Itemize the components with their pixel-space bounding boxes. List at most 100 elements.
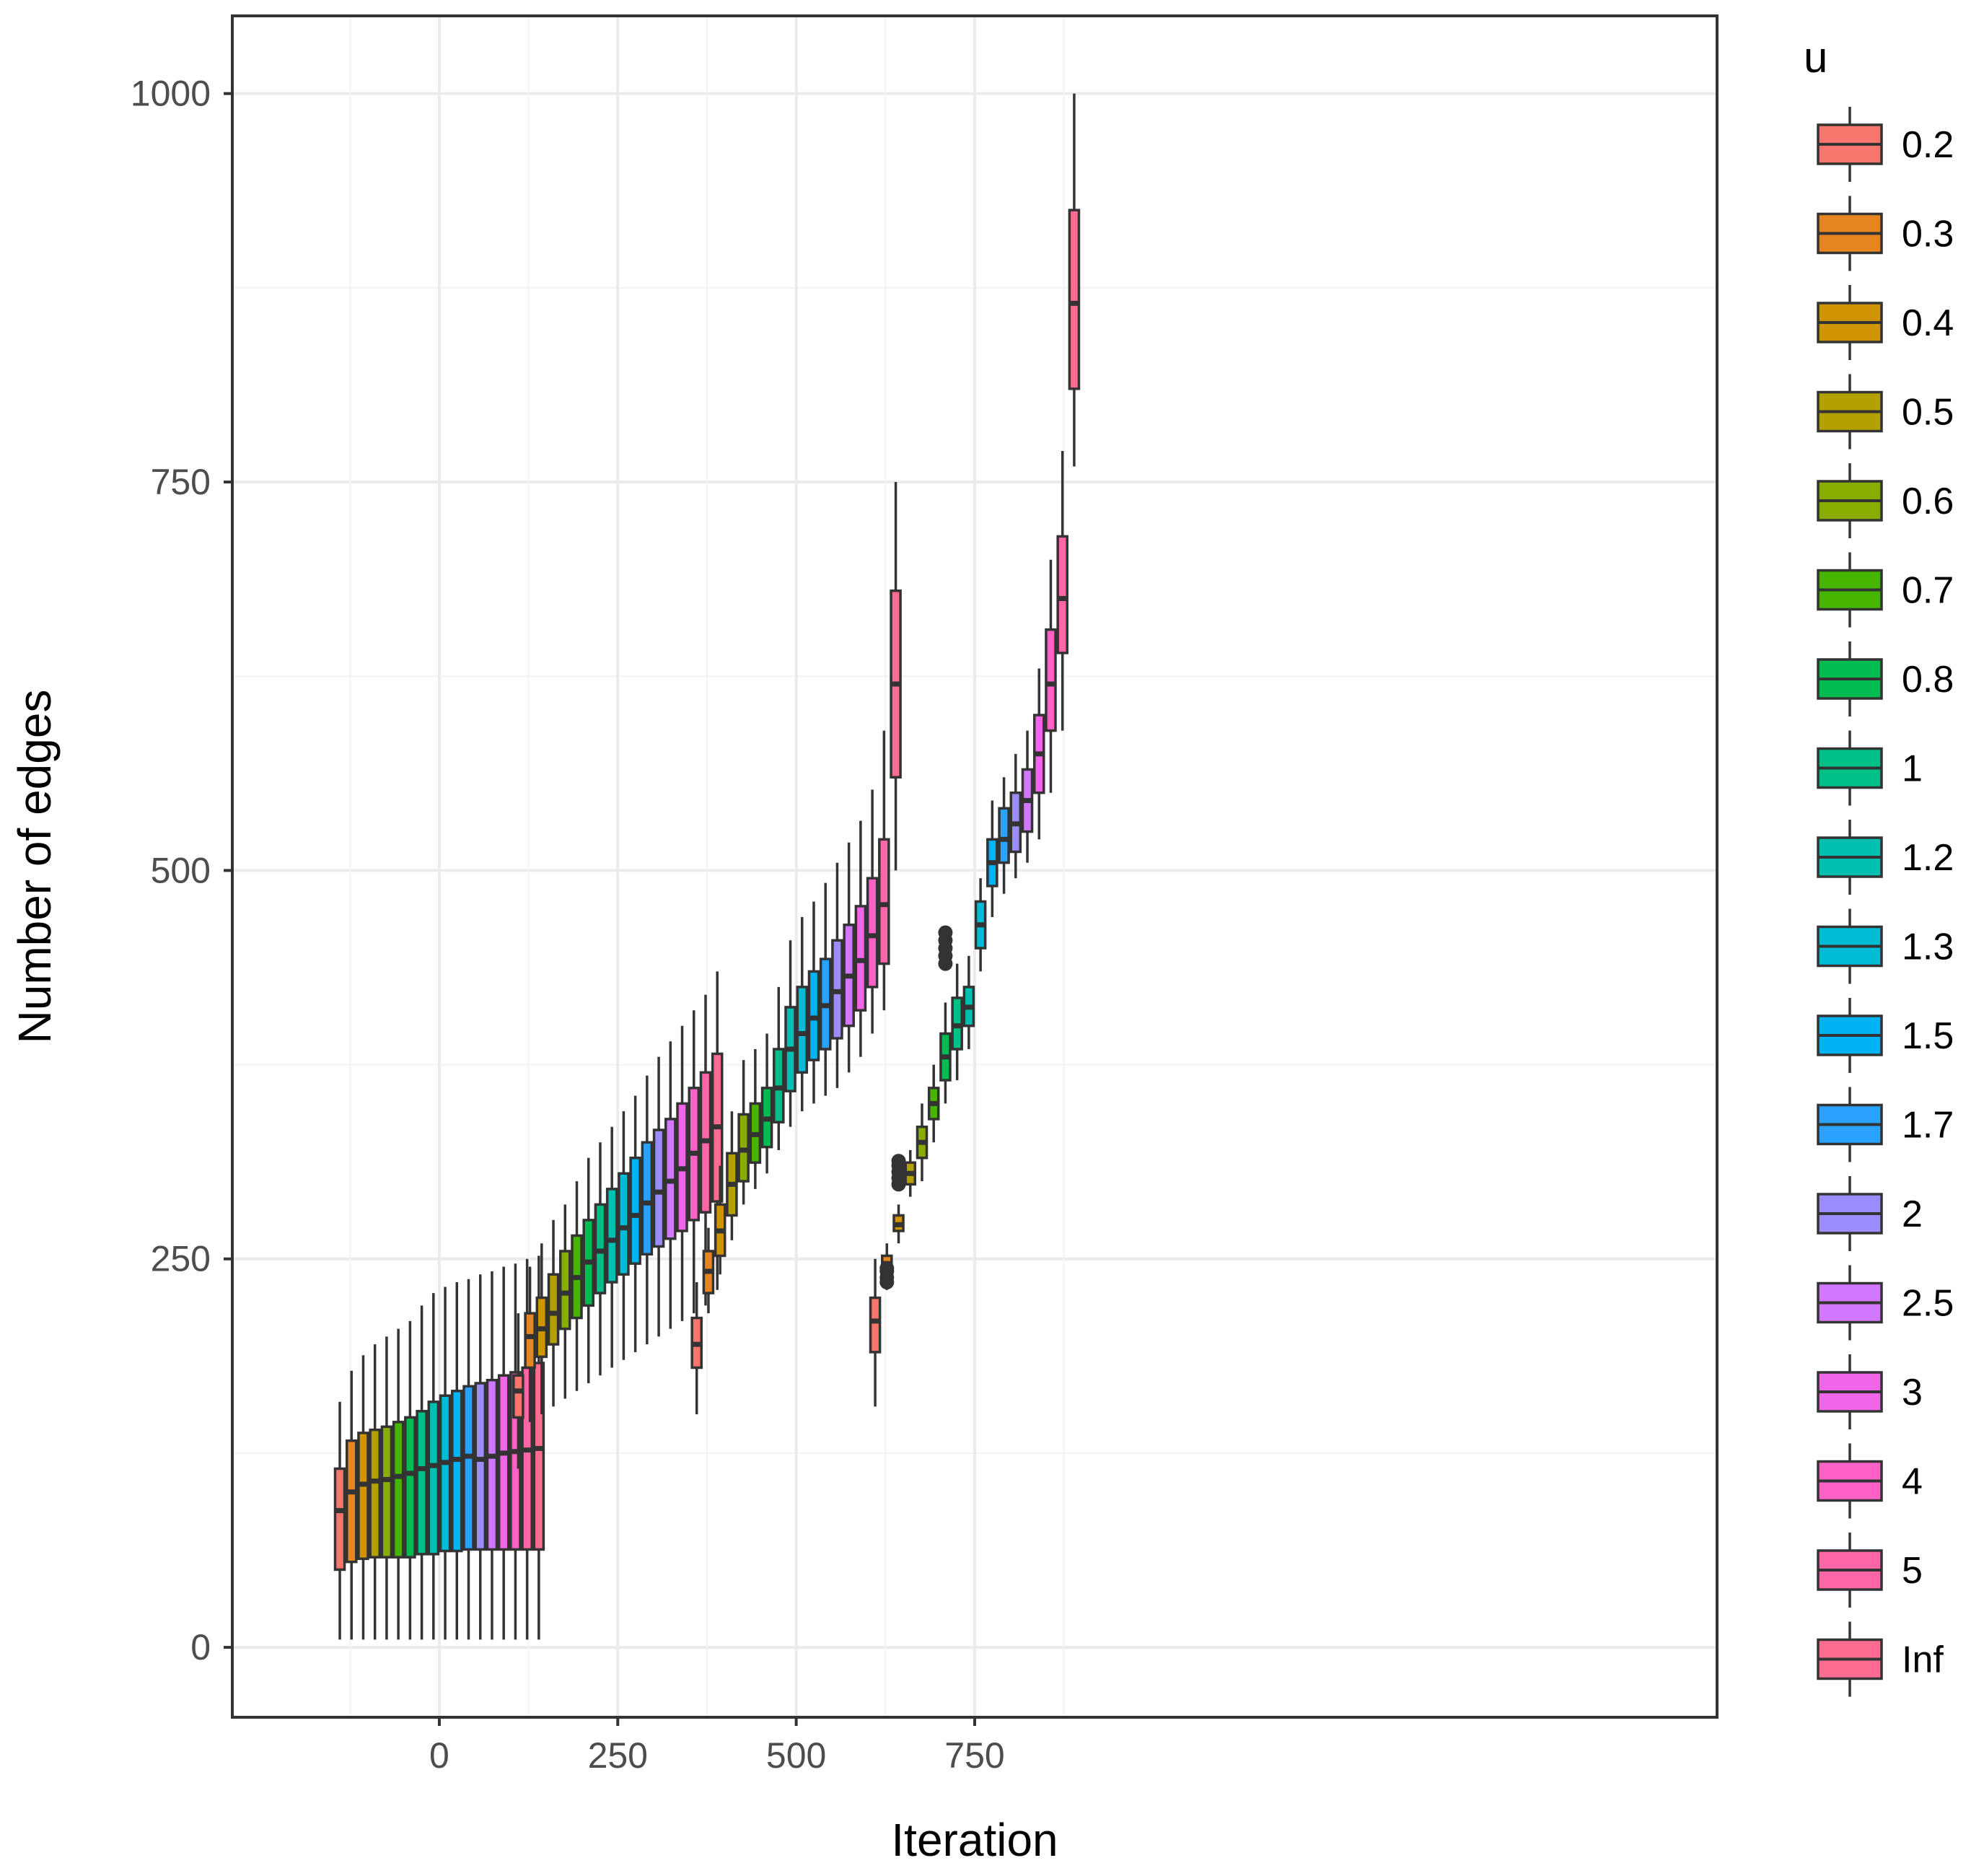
box-750-u-1.7 <box>998 777 1010 894</box>
box-body <box>474 1382 487 1551</box>
box-0-u-1.3 <box>439 1287 452 1640</box>
box-body <box>796 986 809 1074</box>
box-250-u-1.5 <box>629 1095 641 1352</box>
legend-label: 0.5 <box>1902 392 1954 434</box>
box-750-u-2.5 <box>1021 730 1034 863</box>
box-0-u-0.5 <box>369 1344 381 1640</box>
box-body <box>547 1273 560 1346</box>
box-250-u-0.5 <box>547 1219 560 1407</box>
box-body <box>357 1432 369 1561</box>
box-500-u-0.6 <box>737 1060 750 1205</box>
legend-item-5: 5 <box>1817 1533 1923 1608</box>
box-750-u-1.3 <box>974 878 987 972</box>
box-250-u-1 <box>594 1142 607 1376</box>
box-750-u-Inf <box>1068 93 1081 467</box>
box-750-u-1.2 <box>962 955 975 1050</box>
box-0-u-3 <box>497 1266 510 1640</box>
box-0-u-1.5 <box>450 1282 463 1640</box>
box-0-u-2.5 <box>486 1271 499 1640</box>
box-body <box>558 1250 571 1331</box>
legend-label: 1.2 <box>1902 837 1954 879</box>
legend-label: 2 <box>1902 1193 1923 1235</box>
box-500-u-3 <box>854 820 867 1057</box>
box-body <box>392 1421 405 1559</box>
box-750-u-1.5 <box>986 800 998 917</box>
box-body <box>462 1385 475 1551</box>
box-250-u-0.4 <box>535 1243 548 1415</box>
legend-item-2.5: 2.5 <box>1817 1265 1954 1341</box>
box-body <box>427 1401 440 1556</box>
legend-item-0.4: 0.4 <box>1817 285 1954 360</box>
box-250-u-2 <box>652 1056 665 1337</box>
box-0-u-0.6 <box>380 1336 393 1640</box>
legend-item-1.2: 1.2 <box>1817 820 1954 895</box>
legend-item-1: 1 <box>1817 730 1923 806</box>
y-tick-label: 0 <box>190 1627 211 1667</box>
x-tick-label: 750 <box>944 1735 1004 1776</box>
legend-item-1.5: 1.5 <box>1817 998 1954 1073</box>
box-body <box>404 1416 416 1559</box>
box-750-u-0.2 <box>869 1258 882 1407</box>
box-body <box>369 1428 381 1559</box>
x-axis-title: Iteration <box>891 1814 1058 1866</box>
x-axis: 0 250 500 750 <box>429 1717 1005 1776</box>
box-750-u-0.8 <box>939 1002 952 1104</box>
legend-item-4: 4 <box>1817 1443 1923 1519</box>
grid-lines <box>232 16 1717 1717</box>
box-body <box>998 807 1010 864</box>
legend-label: Inf <box>1902 1639 1944 1681</box>
legend-label: 4 <box>1902 1461 1923 1503</box>
box-0-u-1.2 <box>427 1293 440 1640</box>
y-tick-label: 500 <box>151 850 211 890</box>
box-body <box>439 1394 452 1553</box>
legend-item-0.3: 0.3 <box>1817 196 1954 271</box>
box-body <box>497 1374 510 1551</box>
box-body <box>333 1467 346 1572</box>
box-body <box>1068 209 1081 390</box>
box-500-u-1.2 <box>784 940 796 1127</box>
box-750-u-1 <box>951 963 963 1081</box>
box-250-u-0.2 <box>512 1313 524 1469</box>
box-750-u-4 <box>1045 559 1057 793</box>
box-500-u-1 <box>773 986 785 1150</box>
y-tick-label: 1000 <box>131 74 211 114</box>
box-0-u-1 <box>416 1305 428 1640</box>
legend-label: 0.6 <box>1902 481 1954 522</box>
outlier-point <box>938 925 953 940</box>
y-tick-label: 750 <box>151 462 211 502</box>
box-body <box>878 838 890 965</box>
legend-label: 0.3 <box>1902 214 1954 255</box>
legend-item-0.6: 0.6 <box>1817 463 1954 538</box>
y-axis: 0 250 500 750 1000 <box>131 74 232 1667</box>
box-250-u-0.6 <box>558 1204 571 1399</box>
box-body <box>629 1157 641 1265</box>
box-250-u-1.7 <box>641 1075 654 1345</box>
box-body <box>866 877 879 989</box>
legend-item-Inf: Inf <box>1817 1621 1944 1697</box>
box-body <box>605 1188 618 1284</box>
legend-label: 1.3 <box>1902 926 1954 968</box>
legend-label: 0.8 <box>1902 659 1954 701</box>
box-750-u-0.6 <box>916 1103 929 1182</box>
box-250-u-0.7 <box>571 1181 583 1391</box>
x-tick-label: 500 <box>766 1735 826 1776</box>
box-500-u-5 <box>878 730 890 1011</box>
legend-item-3: 3 <box>1817 1354 1923 1429</box>
box-body <box>416 1410 428 1556</box>
box-body <box>486 1378 499 1551</box>
box-body <box>652 1128 665 1248</box>
box-750-u-2 <box>1009 753 1022 879</box>
box-500-u-1.7 <box>819 882 832 1096</box>
box-500-u-0.3 <box>702 1227 715 1314</box>
legend-label: 1.5 <box>1902 1015 1954 1057</box>
box-250-u-1.3 <box>618 1111 630 1360</box>
legend-label: 3 <box>1902 1372 1923 1413</box>
legend-label: 1 <box>1902 748 1923 790</box>
box-0-u-0.8 <box>404 1320 416 1640</box>
box-250-u-4 <box>688 1010 701 1314</box>
legend-label: 0.2 <box>1902 124 1954 166</box>
box-series <box>333 93 1081 1640</box>
box-500-u-Inf <box>890 482 902 871</box>
box-500-u-4 <box>866 789 879 1034</box>
